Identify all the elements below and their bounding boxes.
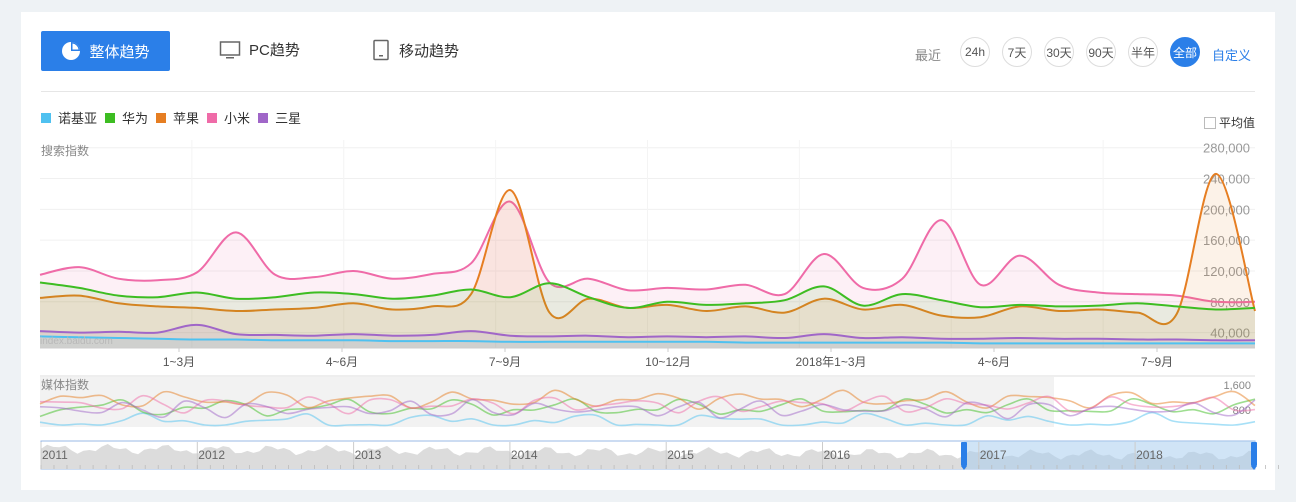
x-tick-label: 1~3月 — [163, 355, 195, 369]
x-tick-label: 7~9月 — [489, 355, 521, 369]
navigator-tick-label: 2015 — [667, 448, 694, 462]
legend-item-huawei[interactable]: 华为 — [105, 108, 148, 127]
search-x-axis: 1~3月 4~6月 7~9月 10~12月 2018年1~3月 4~6月 7~9月 — [163, 348, 1173, 369]
tab-overall-trend[interactable]: 整体趋势 — [41, 31, 170, 71]
y-tick-label: 280,000 — [1203, 141, 1250, 156]
legend-swatch — [207, 112, 218, 123]
range-24h-button[interactable]: 24h — [960, 37, 990, 67]
legend-item-xiaomi[interactable]: 小米 — [207, 108, 250, 127]
custom-range-link[interactable]: 自定义 — [1212, 48, 1252, 63]
search-index-title: 搜索指数 — [41, 143, 89, 158]
navigator-selection[interactable] — [964, 441, 1254, 469]
x-tick-label: 4~6月 — [978, 355, 1010, 369]
series-line-2[interactable] — [39, 172, 1256, 326]
header-divider — [41, 91, 1255, 92]
navigator-axis: 2011 2012 2013 2014 2015 2016 2017 2018 — [40, 442, 1279, 469]
navigator-area — [41, 444, 1255, 469]
series-line-1[interactable] — [39, 281, 1256, 311]
chart-legend: 诺基亚 华为 苹果 小米 三星 — [41, 108, 309, 127]
navigator-tick-label: 2017 — [980, 448, 1007, 462]
range-half-year-button[interactable]: 半年 — [1128, 37, 1158, 67]
tab-pc-trend[interactable]: PC趋势 — [219, 39, 300, 60]
legend-swatch — [41, 112, 51, 123]
series-line-3[interactable] — [39, 200, 1256, 304]
pie-chart-icon — [62, 42, 81, 60]
monitor-icon — [219, 40, 241, 58]
legend-label: 诺基亚 — [58, 111, 98, 126]
navigator-left-handle-tip — [961, 466, 967, 470]
average-toggle[interactable]: 平均值 — [1204, 114, 1255, 131]
navigator-tick-label: 2014 — [511, 448, 538, 462]
legend-label: 三星 — [275, 111, 302, 126]
navigator-tick-label: 2012 — [198, 448, 225, 462]
range-90d-button[interactable]: 90天 — [1086, 37, 1116, 67]
navigator-right-handle-tip — [1251, 466, 1257, 470]
media-index-title: 媒体指数 — [41, 377, 89, 392]
y-tick-label: 200,000 — [1203, 202, 1250, 217]
watermark: index.baidu.com — [40, 336, 113, 347]
y-tick-label: 40,000 — [1210, 326, 1250, 341]
series-area-1 — [40, 282, 1255, 348]
media-line-4 — [39, 398, 1256, 420]
legend-item-apple[interactable]: 苹果 — [156, 108, 199, 127]
legend-label: 华为 — [122, 111, 149, 126]
range-all-button[interactable]: 全部 — [1170, 37, 1200, 67]
tab-mobile-label: 移动趋势 — [399, 42, 460, 60]
mobile-phone-icon — [373, 39, 389, 61]
media-series — [39, 389, 1256, 427]
y-tick-label: 120,000 — [1203, 264, 1250, 279]
range-7d-button[interactable]: 7天 — [1002, 37, 1032, 67]
tab-overall-label: 整体趋势 — [89, 43, 150, 61]
legend-label: 小米 — [224, 111, 251, 126]
media-y-tick: 1,600 — [1223, 380, 1251, 392]
navigator-tick-label: 2013 — [355, 448, 382, 462]
legend-swatch — [105, 112, 116, 123]
navigator-left-handle[interactable] — [961, 442, 967, 466]
series-area-3 — [40, 201, 1255, 348]
average-label: 平均值 — [1219, 116, 1256, 130]
tab-pc-label: PC趋势 — [249, 42, 300, 59]
range-30d-button[interactable]: 30天 — [1044, 37, 1074, 67]
x-tick-label: 4~6月 — [326, 355, 358, 369]
series-line-0[interactable] — [39, 335, 1255, 345]
search-series — [39, 172, 1256, 348]
x-tick-label: 2018年1~3月 — [795, 355, 866, 369]
legend-item-samsung[interactable]: 三星 — [258, 108, 301, 127]
navigator-tick-label: 2016 — [824, 448, 851, 462]
media-line-0 — [39, 411, 1256, 427]
series-line-4[interactable] — [39, 323, 1256, 342]
average-checkbox[interactable] — [1204, 116, 1216, 129]
legend-swatch — [258, 112, 269, 123]
x-tick-label: 7~9月 — [1141, 355, 1173, 369]
recent-label: 最近 — [915, 48, 942, 63]
legend-swatch — [156, 112, 167, 123]
tab-mobile-trend[interactable]: 移动趋势 — [371, 39, 459, 61]
search-y-axis: 40,00080,000120,000160,000200,000240,000… — [1203, 141, 1250, 341]
main-chart-grid — [40, 140, 1255, 348]
navigator-right-handle[interactable] — [1251, 442, 1257, 466]
navigator-tick-label: 2018 — [1136, 448, 1163, 462]
navigator-tick-label: 2011 — [42, 448, 68, 462]
legend-label: 苹果 — [173, 111, 200, 126]
legend-item-nokia[interactable]: 诺基亚 — [41, 108, 97, 127]
x-tick-label: 10~12月 — [645, 355, 691, 369]
